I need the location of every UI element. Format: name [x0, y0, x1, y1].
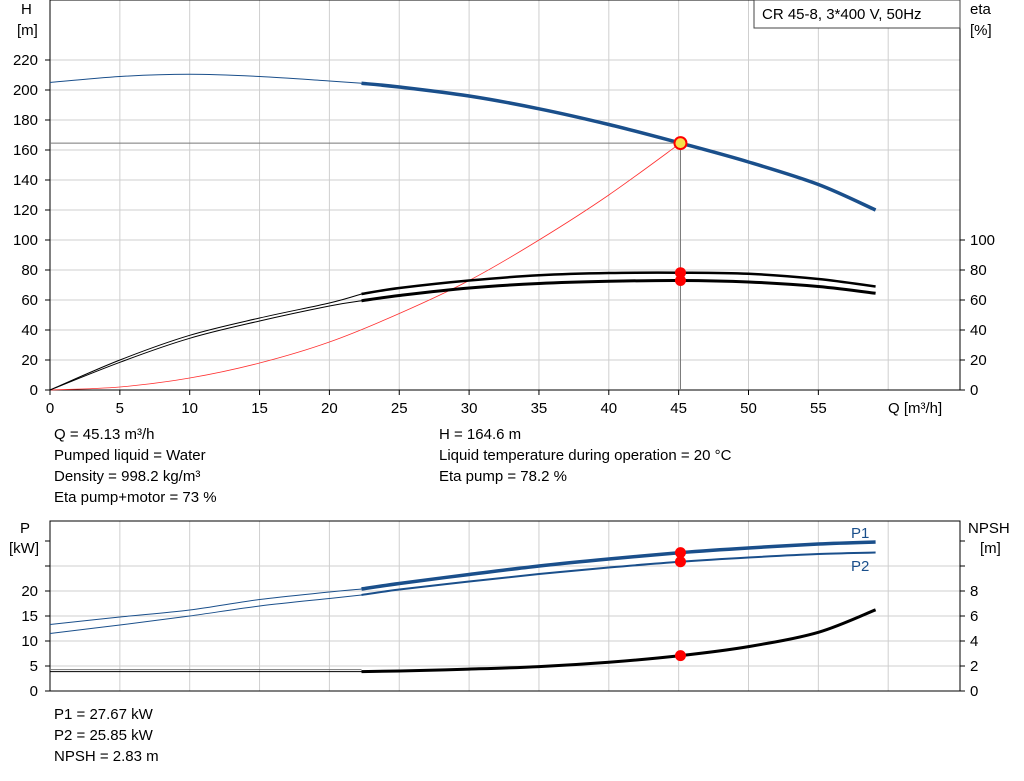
x-tick-label: 45 — [670, 400, 687, 417]
p1-duty-point — [674, 547, 686, 559]
top-chart-grid — [50, 0, 960, 390]
x-tick-label: 10 — [181, 400, 198, 417]
p1-value: P1 = 27.67 kW — [54, 706, 153, 723]
h-axis-unit: [m] — [17, 22, 38, 39]
npsh-value: NPSH = 2.83 m — [54, 748, 159, 765]
p-tick-label: 0 — [30, 683, 38, 700]
duty-info-right: H = 164.6 m Liquid temperature during op… — [439, 424, 731, 487]
power-info: P1 = 27.67 kW P2 = 25.85 kW NPSH = 2.83 … — [54, 704, 159, 767]
p-tick-label: 5 — [30, 658, 38, 675]
h-tick-label: 120 — [13, 202, 38, 219]
x-tick-label: 0 — [46, 400, 54, 417]
npsh-tick-label: 4 — [970, 633, 978, 650]
system-curve — [49, 142, 681, 391]
npsh-tick-label: 6 — [970, 608, 978, 625]
h-tick-label: 0 — [30, 382, 38, 399]
bottom-chart-grid — [50, 521, 960, 691]
h-tick-label: 180 — [13, 112, 38, 129]
eta-tick-label: 100 — [970, 232, 995, 249]
chart-title-box — [753, 0, 961, 29]
npsh-axis-unit: [m] — [980, 540, 1001, 557]
x-tick-label: 15 — [251, 400, 268, 417]
h-tick-label: 140 — [13, 172, 38, 189]
h-tick-label: 100 — [13, 232, 38, 249]
eta-pump-curve-thin — [49, 293, 362, 391]
bottom-chart-curves — [49, 540, 877, 674]
x-tick-label: 5 — [116, 400, 124, 417]
eta-pump-motor-curve-thin — [49, 300, 362, 391]
density-value: Density = 998.2 kg/m³ — [54, 468, 201, 485]
p2-curve — [361, 551, 876, 596]
eta-tick-label: 80 — [970, 262, 987, 279]
npsh-duty-point — [674, 650, 686, 662]
eta-axis-unit: [%] — [970, 22, 992, 39]
bottom-plot-frame — [49, 520, 961, 692]
npsh-tick-label: 8 — [970, 583, 978, 600]
head-duty-point — [673, 136, 688, 151]
p-axis-label: P — [20, 520, 30, 537]
eta-pump-duty-point — [674, 267, 686, 279]
duty-point-markers — [50, 136, 688, 671]
npsh-curve — [361, 608, 877, 674]
top-axis-ticks: 0 5 10 15 20 25 30 35 40 45 50 55 0 20 40 60 80 100 120 140… — [13, 52, 995, 417]
eta-tick-label: 40 — [970, 322, 987, 339]
eta-pump-curve — [361, 271, 876, 296]
q-axis-label: Q [m³/h] — [888, 400, 942, 417]
p2-curve-thin — [49, 594, 362, 634]
head-value: H = 164.6 m — [439, 426, 522, 443]
eta-tick-label: 0 — [970, 382, 978, 399]
h-tick-label: 160 — [13, 142, 38, 159]
h-tick-label: 220 — [13, 52, 38, 69]
x-tick-label: 30 — [461, 400, 478, 417]
flow-value: Q = 45.13 m³/h — [54, 426, 155, 443]
p1-curve-label: P1 — [851, 525, 869, 542]
p2-value: P2 = 25.85 kW — [54, 727, 153, 744]
h-tick-label: 60 — [21, 292, 38, 309]
h-axis-label: H — [21, 1, 32, 18]
x-tick-label: 50 — [740, 400, 757, 417]
x-tick-label: 35 — [531, 400, 548, 417]
p2-curve-label: P2 — [851, 558, 869, 575]
eta-tick-label: 20 — [970, 352, 987, 369]
x-tick-label: 40 — [600, 400, 617, 417]
top-plot-frame — [49, 0, 961, 391]
p1-curve-thin — [49, 588, 362, 625]
eta-pump-motor-value: Eta pump+motor = 73 % — [54, 489, 217, 506]
bottom-axis-ticks: 0 5 10 15 20 0 2 4 6 8 — [21, 540, 978, 700]
x-tick-label: 25 — [391, 400, 408, 417]
h-tick-label: 80 — [21, 262, 38, 279]
npsh-axis-label: NPSH — [968, 520, 1010, 537]
npsh-tick-label: 2 — [970, 658, 978, 675]
head-curve-thin — [49, 73, 362, 84]
h-tick-label: 200 — [13, 82, 38, 99]
eta-axis-label: eta — [970, 1, 992, 18]
h-tick-label: 20 — [21, 352, 38, 369]
duty-info-left: Q = 45.13 m³/h Pumped liquid = Water Den… — [54, 424, 217, 508]
top-chart-curves — [49, 73, 877, 391]
eta-pump-motor-duty-point — [674, 275, 686, 286]
p1-curve — [361, 540, 876, 591]
eta-tick-label: 60 — [970, 292, 987, 309]
p-tick-label: 20 — [21, 583, 38, 600]
liquid-temperature: Liquid temperature during operation = 20… — [439, 447, 732, 464]
chart-title: CR 45-8, 3*400 V, 50Hz — [762, 6, 922, 23]
eta-pump-motor-curve — [361, 278, 876, 303]
p-tick-label: 10 — [21, 633, 38, 650]
pumped-liquid: Pumped liquid = Water — [54, 447, 206, 464]
x-tick-label: 55 — [810, 400, 827, 417]
p-axis-unit: [kW] — [9, 540, 39, 557]
eta-pump-value: Eta pump = 78.2 % — [439, 468, 567, 485]
h-tick-label: 40 — [21, 322, 38, 339]
npsh-tick-label: 0 — [970, 683, 978, 700]
head-curve — [361, 81, 877, 212]
x-tick-label: 20 — [321, 400, 338, 417]
p2-duty-point — [674, 556, 686, 568]
p-tick-label: 15 — [21, 608, 38, 625]
